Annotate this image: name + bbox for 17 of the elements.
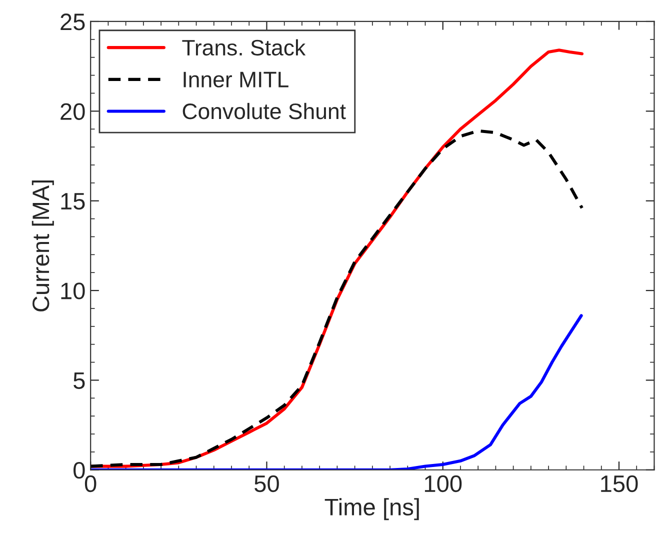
- y-tick-label: 15: [61, 193, 85, 210]
- x-tick-label: 100: [424, 475, 462, 492]
- line-series: [90, 314, 583, 470]
- line-series: [90, 129, 584, 468]
- x-tick-label: 0: [84, 475, 96, 492]
- x-tick-label: 50: [254, 475, 279, 492]
- x-tick-label: 150: [601, 475, 638, 492]
- y-tick-label: 25: [60, 14, 85, 30]
- legend-label: Convolute Shunt: [182, 102, 346, 120]
- y-tick-label: 20: [60, 103, 85, 120]
- y-tick-label: 0: [74, 462, 85, 479]
- y-tick-label: 5: [74, 372, 85, 389]
- y-tick-label: 10: [61, 282, 85, 300]
- y-axis-title: Current [MA]: [32, 180, 54, 312]
- legend-label: Inner MITL: [184, 72, 288, 88]
- legend-label: Trans. Stack: [182, 39, 306, 56]
- x-axis-title: Time [ns]: [324, 498, 419, 520]
